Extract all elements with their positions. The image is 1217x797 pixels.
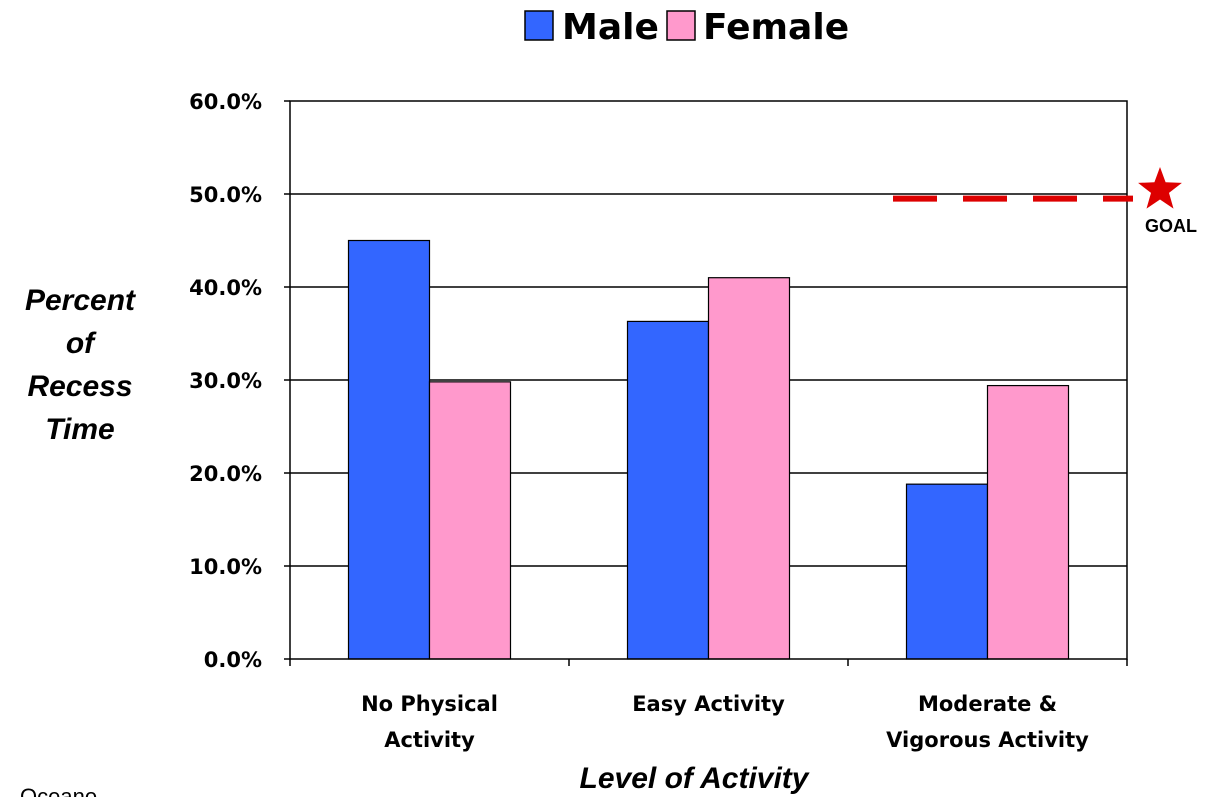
y-tick-label: 20.0% (189, 462, 262, 486)
axes (284, 100, 1128, 666)
bar-female-2 (986, 384, 1070, 660)
legend-label-female: Female (703, 7, 849, 48)
bar-male-0 (347, 239, 431, 660)
goal-label: GOAL (1145, 216, 1197, 236)
bar-male-1 (626, 320, 710, 660)
y-tick-label: 50.0% (189, 183, 262, 207)
y-tick-label: 60.0% (189, 90, 262, 114)
legend-swatch-male (524, 10, 554, 41)
x-category-label: Moderate & (918, 692, 1057, 716)
goal-star-icon (1138, 167, 1182, 209)
legend: Male Female (524, 7, 849, 48)
y-tick-label: 0.0% (204, 648, 262, 672)
y-axis-title-line: Time (45, 413, 114, 446)
bar-female-0 (428, 381, 512, 660)
y-axis-title-line: Percent (25, 284, 137, 317)
footnote: Oceano (20, 784, 97, 797)
y-tick-label: 40.0% (189, 276, 262, 300)
y-axis-title-line: of (66, 327, 97, 360)
legend-swatch-female (666, 10, 696, 41)
y-axis-title: Percent of Recess Time (25, 284, 137, 446)
x-category-label: Activity (384, 728, 475, 752)
y-axis-title-line: Recess (27, 370, 132, 403)
legend-label-male: Male (562, 7, 659, 48)
x-category-label: Vigorous Activity (886, 728, 1089, 752)
x-category-labels: No Physical Activity Easy Activity Moderate… (361, 692, 1089, 752)
bars (347, 239, 1070, 660)
goal-marker: GOAL (893, 167, 1197, 236)
x-category-label: Easy Activity (632, 692, 785, 716)
y-tick-label: 10.0% (189, 555, 262, 579)
bar-female-1 (707, 277, 791, 660)
y-tick-labels: 0.0% 10.0% 20.0% 30.0% 40.0% 50.0% 60.0% (189, 90, 262, 672)
x-axis-title: Level of Activity (580, 762, 810, 795)
y-tick-label: 30.0% (189, 369, 262, 393)
x-category-label: No Physical (361, 692, 498, 716)
bar-male-2 (905, 483, 989, 660)
